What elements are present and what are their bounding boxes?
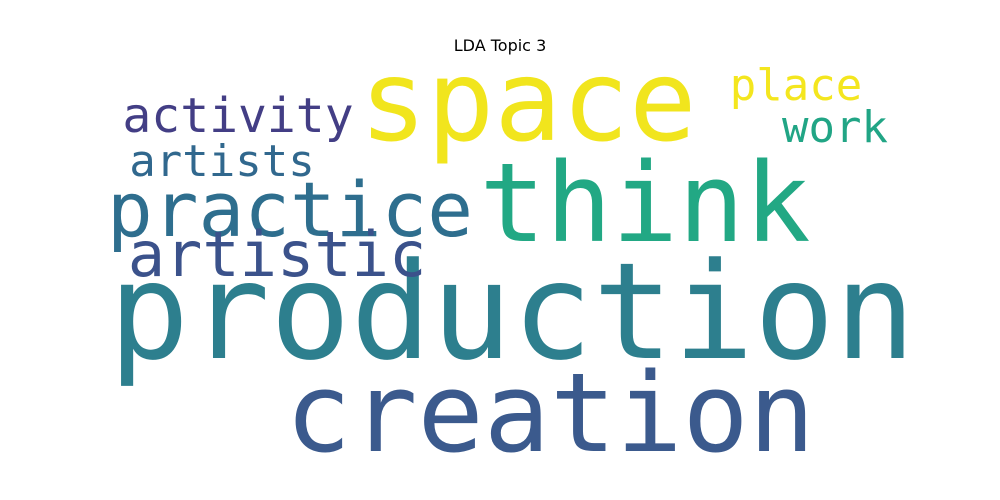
word-place: place bbox=[729, 60, 863, 111]
word-work: work bbox=[782, 102, 888, 153]
word-think: think bbox=[479, 139, 811, 267]
word-practice: practice bbox=[106, 165, 474, 254]
chart-title: LDA Topic 3 bbox=[453, 36, 547, 55]
word-artistic: artistic bbox=[127, 218, 427, 291]
word-production: production bbox=[108, 234, 916, 390]
word-creation: creation bbox=[285, 349, 815, 477]
word-activity: activity bbox=[122, 88, 354, 144]
word-space: space bbox=[359, 37, 697, 167]
word-artists: artists bbox=[129, 136, 315, 187]
